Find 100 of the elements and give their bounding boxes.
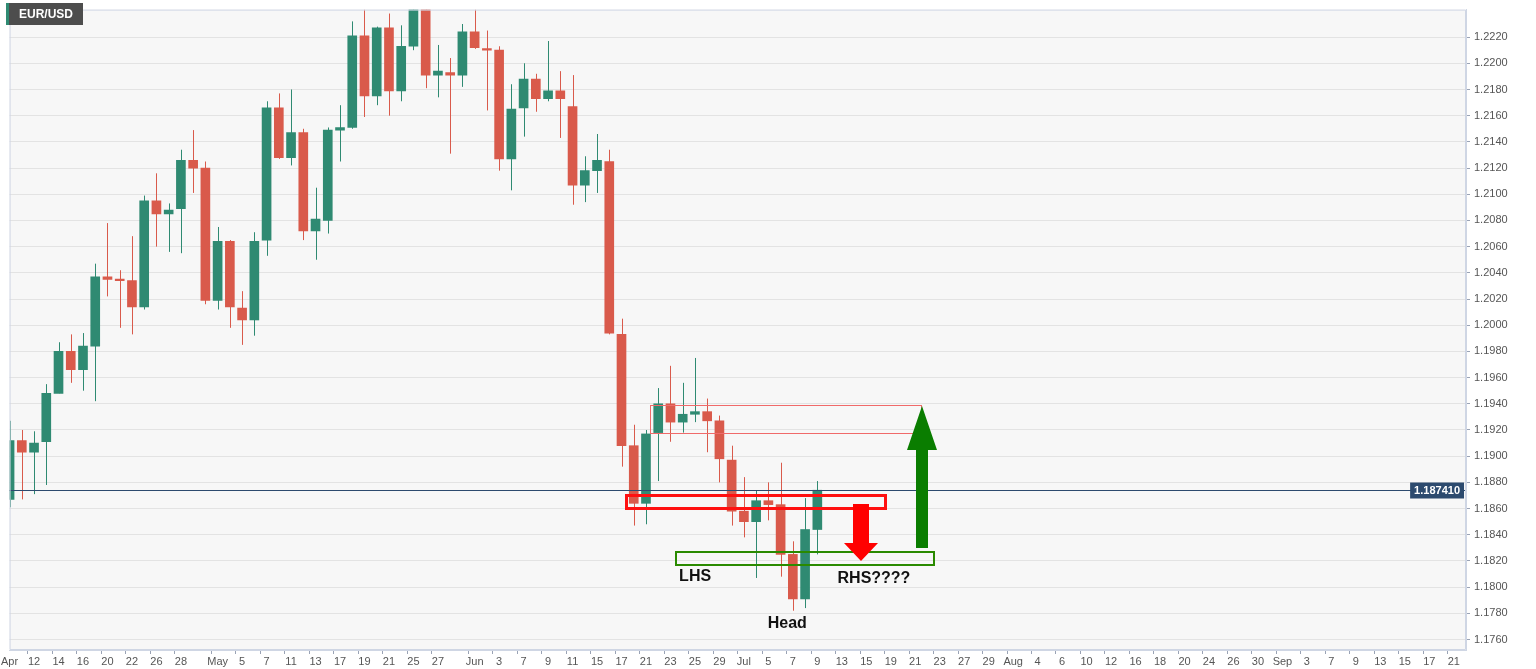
x-tick-label: 21 — [639, 654, 653, 667]
y-tick-label: 1.2100 — [1474, 187, 1508, 200]
y-tick-label: 1.2200 — [1474, 56, 1508, 69]
annotation: RHS???? — [837, 568, 911, 586]
x-tick-label: 23 — [933, 654, 946, 667]
x-tick-label: 25 — [688, 654, 702, 667]
y-tick-label: 1.2140 — [1474, 134, 1508, 147]
x-tick-label: Jun — [465, 654, 484, 667]
x-tick-label: 29 — [982, 654, 995, 667]
x-tick-label: 9 — [545, 654, 552, 667]
x-tick-label: 5 — [765, 654, 772, 667]
x-tick-label: 27 — [431, 654, 445, 667]
x-tick-label: 20 — [101, 654, 114, 667]
y-tick-label: 1.2160 — [1474, 108, 1508, 121]
x-tick-label: 19 — [358, 654, 371, 667]
candlestick — [469, 9, 480, 50]
x-tick-label: 14 — [52, 654, 65, 667]
candlestick — [16, 429, 27, 500]
candlestick — [690, 357, 700, 423]
x-tick-label: 21 — [1447, 654, 1460, 667]
annotation: LHS — [679, 566, 712, 584]
x-tick-label: 24 — [1202, 654, 1216, 667]
candlestick — [751, 489, 761, 579]
y-tick-label: 1.2080 — [1474, 213, 1508, 226]
candlestick — [579, 155, 590, 203]
x-tick-label: 26 — [1227, 654, 1240, 667]
x-tick-label: 5 — [239, 654, 246, 667]
x-tick-label: 9 — [814, 654, 821, 667]
x-tick-label: 17 — [1423, 654, 1436, 667]
x-tick-label: 6 — [1059, 654, 1066, 667]
x-tick-label: 10 — [1080, 654, 1093, 667]
x-tick-label: 29 — [713, 654, 726, 667]
candlestick — [555, 70, 566, 139]
chart-title: EUR/USD — [6, 3, 84, 25]
y-tick-label: 1.2120 — [1474, 161, 1508, 174]
candlestick — [310, 187, 321, 261]
x-tick-label: 30 — [1251, 654, 1265, 667]
y-tick-label: 1.1760 — [1474, 632, 1508, 645]
y-tick-label: 1.1880 — [1474, 475, 1508, 488]
y-tick-label: 1.1960 — [1474, 370, 1508, 383]
x-tick-label: 22 — [125, 654, 139, 667]
x-tick-label: Apr — [1, 654, 19, 667]
x-tick-label: 7 — [520, 654, 527, 667]
x-tick-label: Jul — [736, 654, 751, 667]
candlestick — [482, 30, 492, 111]
candlestick — [151, 172, 162, 248]
y-tick-label: 1.1860 — [1474, 501, 1508, 514]
y-tick-label: 1.2000 — [1474, 318, 1508, 331]
x-tick-label: 21 — [909, 654, 922, 667]
x-tick-label: 13 — [1374, 654, 1387, 667]
candlestick — [592, 133, 602, 194]
x-tick-label: 4 — [1034, 654, 1041, 667]
x-tick-label: 9 — [1352, 654, 1359, 667]
x-tick-label: 3 — [1303, 654, 1310, 667]
y-tick-label: 1.1780 — [1474, 606, 1508, 619]
y-tick-label: 1.2220 — [1474, 30, 1508, 43]
candlestick — [531, 73, 541, 113]
x-tick-label: 27 — [958, 654, 971, 667]
candlestick — [188, 129, 198, 194]
y-tick-label: 1.1920 — [1474, 423, 1508, 436]
x-tick-label: May — [207, 654, 229, 667]
x-tick-label: 13 — [309, 654, 322, 667]
candlestick — [65, 333, 76, 384]
x-tick-label: 23 — [664, 654, 677, 667]
candlestick — [237, 290, 247, 346]
candlestick — [763, 481, 774, 521]
x-tick-label: 16 — [76, 654, 90, 667]
x-tick-label: 17 — [615, 654, 628, 667]
y-tick-label: 1.1840 — [1474, 527, 1508, 540]
x-tick-label: 28 — [174, 654, 188, 667]
x-tick-label: 7 — [263, 654, 270, 667]
candlestick — [29, 430, 39, 495]
candlestick — [335, 104, 345, 163]
x-tick-label: 18 — [1153, 654, 1167, 667]
x-tick-label: 16 — [1129, 654, 1142, 667]
x-tick-label: 17 — [333, 654, 347, 667]
y-tick-label: 1.2180 — [1474, 82, 1508, 95]
x-tick-label: 12 — [1104, 654, 1118, 667]
x-tick-label: 19 — [884, 654, 897, 667]
x-tick-label: 12 — [27, 654, 41, 667]
candlestick — [543, 40, 553, 102]
x-tick-label: 26 — [150, 654, 163, 667]
candlestick — [677, 382, 688, 434]
y-tick-label: 1.1900 — [1474, 449, 1508, 462]
y-tick-label: 1.2020 — [1474, 292, 1508, 305]
x-tick-label: 15 — [1398, 654, 1411, 667]
x-tick-label: 7 — [789, 654, 796, 667]
candlestick — [102, 222, 113, 297]
x-tick-label: 13 — [835, 654, 848, 667]
x-tick-label: 15 — [590, 654, 604, 667]
y-tick-label: 1.2040 — [1474, 265, 1508, 278]
x-tick-label: Sep — [1272, 654, 1293, 667]
x-tick-label: 11 — [285, 654, 297, 667]
x-tick-label: 20 — [1178, 654, 1191, 667]
candlestick — [445, 57, 455, 155]
candlestick — [433, 44, 443, 98]
x-tick-label: 11 — [566, 654, 579, 667]
x-tick-label: 3 — [496, 654, 503, 667]
candlestick — [739, 476, 749, 538]
ref-line-label: 1.187410 — [1414, 483, 1461, 496]
